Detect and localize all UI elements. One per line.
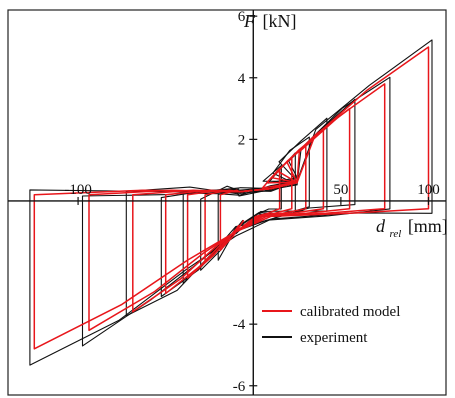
x-tick-label: 100 [417, 182, 440, 198]
y-tick-label: -6 [233, 379, 246, 395]
tick-layer: -100 50 100 6 4 2 -4 -6 [64, 9, 439, 395]
y-axis-label: F [kN] [243, 11, 297, 31]
x-axis-label: d rel [mm] [376, 216, 448, 241]
experiment-loop [81, 76, 391, 347]
model-loop [219, 169, 298, 251]
x-axis-subscript: rel [390, 228, 402, 240]
series-calibrated-model [33, 46, 430, 350]
legend: calibrated model experiment [262, 304, 400, 346]
legend-label-experiment: experiment [300, 330, 368, 346]
y-tick-label: 6 [238, 9, 246, 25]
model-loop [186, 144, 307, 279]
model-loop [88, 83, 386, 332]
y-tick-label: -4 [233, 317, 246, 333]
x-tick-label: 50 [333, 182, 348, 198]
series-layer [29, 39, 433, 366]
x-axis-unit: [mm] [408, 216, 448, 236]
x-axis-symbol: d [376, 216, 386, 236]
model-loop [204, 157, 298, 264]
y-tick-label: 2 [238, 132, 246, 148]
legend-label-model: calibrated model [300, 304, 400, 320]
plot-frame [7, 9, 447, 396]
x-tick-label: -100 [64, 182, 92, 198]
y-axis-symbol: F [243, 11, 256, 31]
y-tick-label: 4 [238, 71, 246, 87]
experiment-loop [160, 117, 328, 298]
y-axis-unit: [kN] [263, 11, 297, 31]
